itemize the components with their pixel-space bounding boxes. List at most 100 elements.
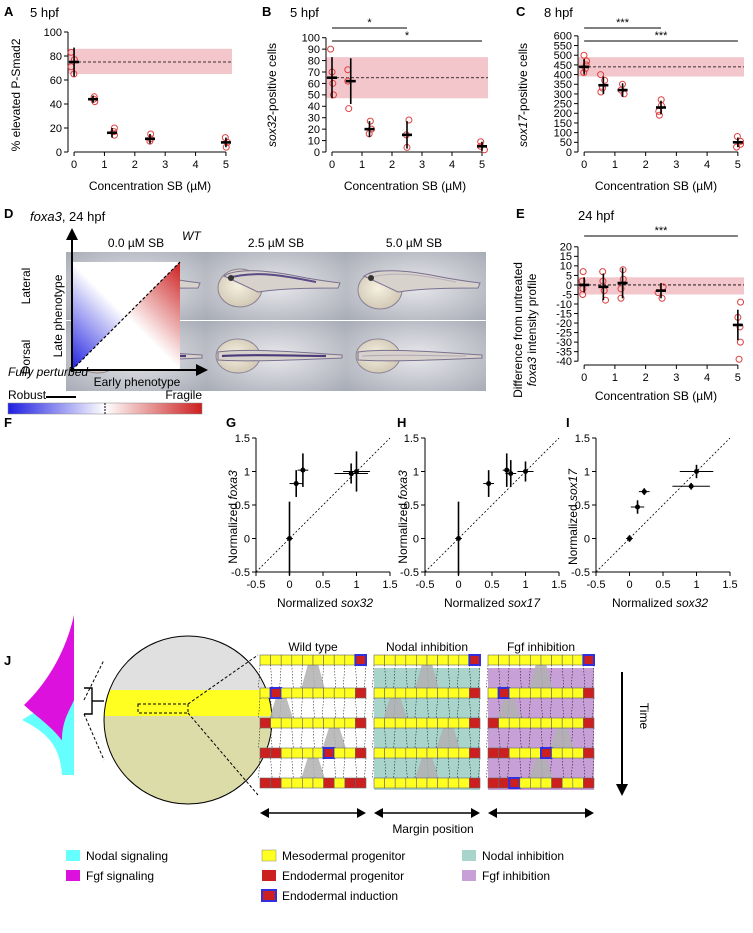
panel-letter-i: I [566, 415, 570, 430]
cell [427, 655, 438, 665]
cell [448, 688, 459, 698]
cell [345, 718, 356, 728]
y-tick-label: 80 [50, 51, 62, 63]
cell [469, 718, 480, 728]
cell-lineage-line [280, 665, 282, 688]
axes: -0.5 0 0.5 1 1.5 -0.5 0 0.5 1 1.5 [400, 433, 567, 591]
cell [438, 688, 449, 698]
y-tick-label: 100 [302, 33, 320, 45]
y-tick-label: -0.5 [571, 567, 590, 579]
cell [459, 718, 470, 728]
cell [520, 655, 531, 665]
cell [469, 688, 480, 698]
cell [488, 718, 499, 728]
late-phenotype-label: Late phenotype [51, 274, 65, 357]
panel-h-xlabel: Normalized sox17 [444, 596, 541, 610]
cell [573, 778, 584, 788]
cell [302, 655, 313, 665]
cell-lineage-line [313, 698, 315, 718]
cell [520, 718, 531, 728]
cell [520, 748, 531, 758]
cell-lineage-line [301, 698, 303, 718]
cell-lineage-line [355, 758, 357, 778]
mean-point [689, 484, 694, 489]
cell-lineage-line [373, 665, 375, 688]
cell [541, 655, 552, 665]
fragile-label: Fragile [165, 388, 202, 402]
data-point [738, 299, 744, 305]
x-tick-label: 0 [455, 579, 461, 591]
cell-lineage-line [292, 758, 294, 778]
cell [438, 778, 449, 788]
cell-lineage-line [271, 665, 273, 688]
cell-lineage-line [487, 728, 489, 748]
cell [324, 718, 335, 728]
cell-division-wedge [270, 698, 293, 718]
cell [281, 688, 292, 698]
cell-lineage-line [365, 758, 367, 778]
cell-lineage-line [301, 758, 303, 778]
time-label: Time [637, 703, 651, 730]
cell-lineage-line [355, 665, 357, 688]
panel-b-xlabel: Concentration SB (µM) [344, 179, 466, 193]
cell [313, 688, 324, 698]
cell [499, 688, 510, 698]
cell-lineage-line [334, 698, 336, 718]
cell [313, 748, 324, 758]
cell-lineage-line [292, 698, 294, 718]
panel-letter-j: J [4, 653, 11, 668]
panel-g-xlabel: Normalized sox32 [277, 596, 373, 610]
cell [499, 718, 510, 728]
sig-c-1-label: *** [616, 17, 630, 29]
identity-line [425, 438, 559, 572]
x-tick-label: 0 [581, 372, 587, 384]
cell [406, 778, 417, 788]
x-tick-label: 3 [673, 372, 679, 384]
cell-lineage-line [301, 665, 303, 688]
cell-grid-nodal-inhibition: Nodal inhibition [373, 640, 481, 790]
cell [509, 688, 520, 698]
mean-point [486, 481, 491, 486]
cell [573, 688, 584, 698]
cell [292, 778, 303, 788]
cell-lineage-line [373, 758, 375, 778]
cell [448, 748, 459, 758]
y-tick-label: 20 [308, 124, 320, 136]
x-tick-label: 2 [132, 159, 138, 171]
cell-lineage-line [365, 698, 367, 718]
control-band [68, 49, 232, 74]
cell [530, 688, 541, 698]
panel-letter-e: E [516, 206, 525, 221]
cell [302, 718, 313, 728]
legend-swatch-nodal-inhibition [462, 850, 476, 861]
cell [459, 655, 470, 665]
axes: 0 1 2 3 4 5020406080100 [44, 27, 229, 171]
cell [541, 778, 552, 788]
chart-h: -0.5 0 0.5 1 1.5-0.500.511.5 [400, 433, 567, 591]
y-tick-label: 0 [56, 147, 62, 159]
legend-label-mesodermal: Mesodermal progenitor [282, 849, 405, 863]
panel-b-title: 5 hpf [290, 5, 319, 20]
cell-division-wedge [301, 665, 324, 688]
cell [438, 748, 449, 758]
sig-e-label: *** [655, 225, 669, 237]
cell [292, 748, 303, 758]
cell [573, 748, 584, 758]
cell [395, 718, 406, 728]
cell [345, 688, 356, 698]
x-tick-label: 2 [643, 372, 649, 384]
fully-perturbed-line: Fully perturbed [8, 365, 88, 379]
panel-letter-g: G [226, 415, 236, 430]
cell-lineage-line [355, 728, 357, 748]
cell-lineage-line [334, 758, 336, 778]
chart-i: -0.5 0 0.5 1 1.5-0.500.511.5 [571, 433, 738, 591]
cell [427, 718, 438, 728]
x-tick-label: 1 [612, 372, 618, 384]
panel-i-xlabel: Normalized sox32 [612, 596, 708, 610]
mean-point [635, 505, 640, 510]
embryo-image-lateral [206, 252, 346, 320]
cell [281, 778, 292, 788]
x-tick-label: 3 [673, 159, 679, 171]
cell-lineage-line [271, 758, 273, 778]
grid-title: Fgf inhibition [507, 640, 575, 654]
